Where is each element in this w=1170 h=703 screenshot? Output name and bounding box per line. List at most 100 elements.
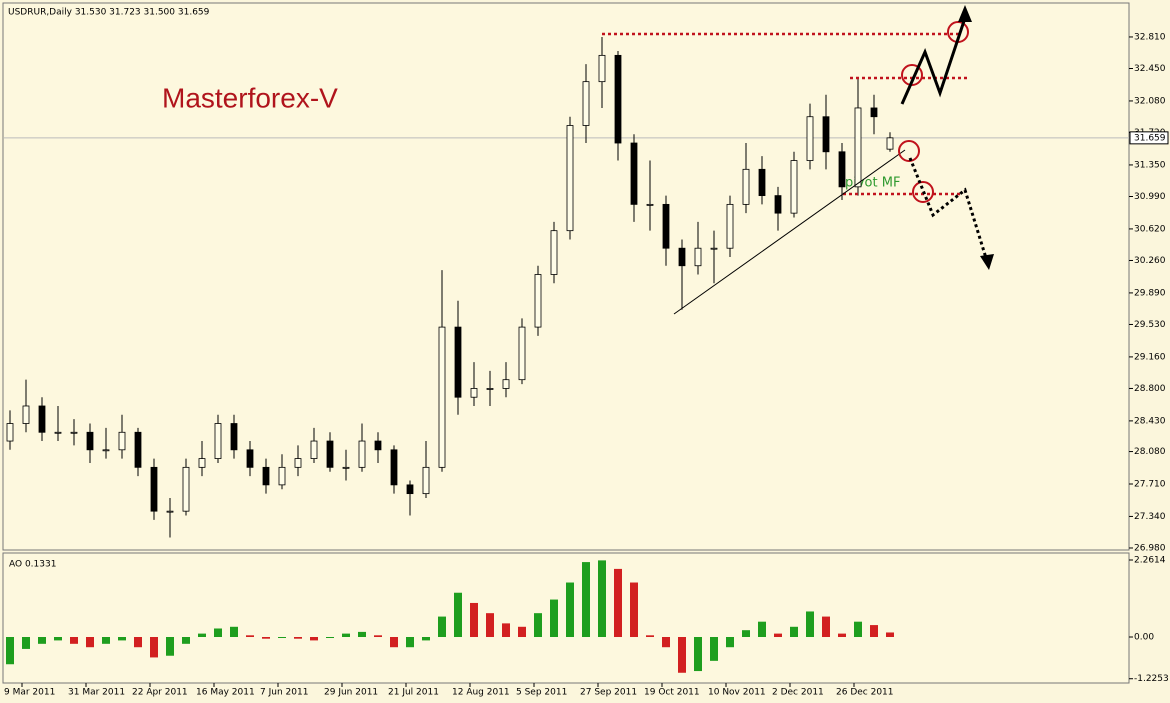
candle-body [646,203,654,206]
x-tick-label: 16 May 2011 [196,688,255,698]
ao-bar [822,616,830,638]
candle-body [598,54,606,83]
candle-body [470,388,478,398]
x-tick-label: 10 Nov 2011 [708,688,766,698]
ao-bar [662,637,670,648]
ao-bar [854,621,862,638]
ao-bar [22,637,30,649]
ao-bar [246,635,254,638]
x-tick-label: 27 Sep 2011 [580,688,637,698]
y-tick-label: 31.350 [1134,160,1166,170]
candle-body [566,125,574,232]
y-tick-label: 27.340 [1134,512,1166,522]
x-tick-label: 31 Mar 2011 [68,688,125,698]
y-tick-label: 0.00 [1134,633,1154,643]
ao-bar [358,631,366,638]
ao-bar [438,616,446,638]
ao-bar [134,637,142,648]
x-tick-label: 7 Jun 2011 [260,688,308,698]
candle-body [870,107,878,118]
candle-body [502,379,510,389]
y-tick-label: 28.080 [1134,447,1166,457]
candle-body [118,431,126,451]
ao-bar [582,562,590,638]
candle-body [278,466,286,486]
candle-body [614,54,622,144]
ao-bar [886,632,894,638]
ao-bar [166,637,174,656]
ao-bar [214,628,222,638]
y-tick-label: -1.2253 [1134,674,1169,684]
candle-body [6,423,14,442]
arrowhead [980,254,994,270]
y-tick-label: 29.530 [1134,320,1166,330]
x-tick-label: 22 Apr 2011 [132,688,188,698]
bear-arrow [908,157,988,259]
y-tick-label: 2.2614 [1134,556,1166,566]
ao-bar [502,623,510,638]
candle-body [310,440,318,459]
x-tick-label: 12 Aug 2011 [452,688,510,698]
y-tick-label: 28.430 [1134,416,1166,426]
price-panel [2,2,1130,551]
candle-body [198,458,206,468]
candle-body [726,203,734,249]
ao-bar [38,637,46,644]
pivot-label: pivot MF [845,176,900,191]
ao-bar [374,635,382,638]
candle-body [518,326,526,381]
candle-body [294,458,302,468]
ao-bar [150,637,158,658]
candle-body [422,466,430,495]
brand-title: Masterforex-V [162,82,338,113]
y-tick-label: 26.980 [1134,543,1166,553]
ao-bar [550,599,558,638]
ao-bar [758,621,766,638]
candle-body [358,440,366,468]
ao-bar [342,633,350,638]
last-price-label: 31.659 [1134,133,1166,143]
ao-bar [598,560,606,638]
ao-bar [86,637,94,648]
ao-bar [774,633,782,638]
ao-bar [262,637,270,639]
candle-body [454,326,462,398]
candle-body [582,81,590,126]
marks: 26.980 27.340 27.710 28.080 28.430 28.800 29.1… [4,32,1169,698]
y-tick-label: 32.810 [1134,32,1166,42]
trend-line [673,149,906,315]
ao-bar [118,637,126,641]
candle-body [438,326,446,468]
ao-bar [470,602,478,638]
header: USDRUR,Daily 31.530 31.723 31.500 31.659 [8,8,210,18]
ao-bar [742,630,750,638]
ao-bar [102,637,110,644]
circle [912,181,934,203]
candle-body [710,247,718,250]
y-tick-label: 29.160 [1134,352,1166,362]
x-tick-label: 21 Jul 2011 [388,688,439,698]
candle-body [150,466,158,512]
candle-body [486,388,494,390]
candle-body [182,466,190,512]
x-tick-label: 29 Jun 2011 [324,688,378,698]
candle-body [774,195,782,214]
ao-bar [726,637,734,648]
candle-body [374,440,382,451]
ao-bar [694,637,702,672]
ao-bar [70,637,78,644]
x-tick-label: 26 Dec 2011 [836,688,894,698]
ao-bar [182,637,190,644]
candle-body [38,405,46,433]
ao-bar [454,592,462,638]
candle-body [102,449,110,452]
ao-bar [310,637,318,641]
ao-bar [486,613,494,638]
candle-body [678,247,686,267]
ao-bar [710,637,718,661]
ao-bar [390,637,398,648]
candle-body [70,431,78,434]
candle-body [214,423,222,459]
candle-body [630,142,638,205]
